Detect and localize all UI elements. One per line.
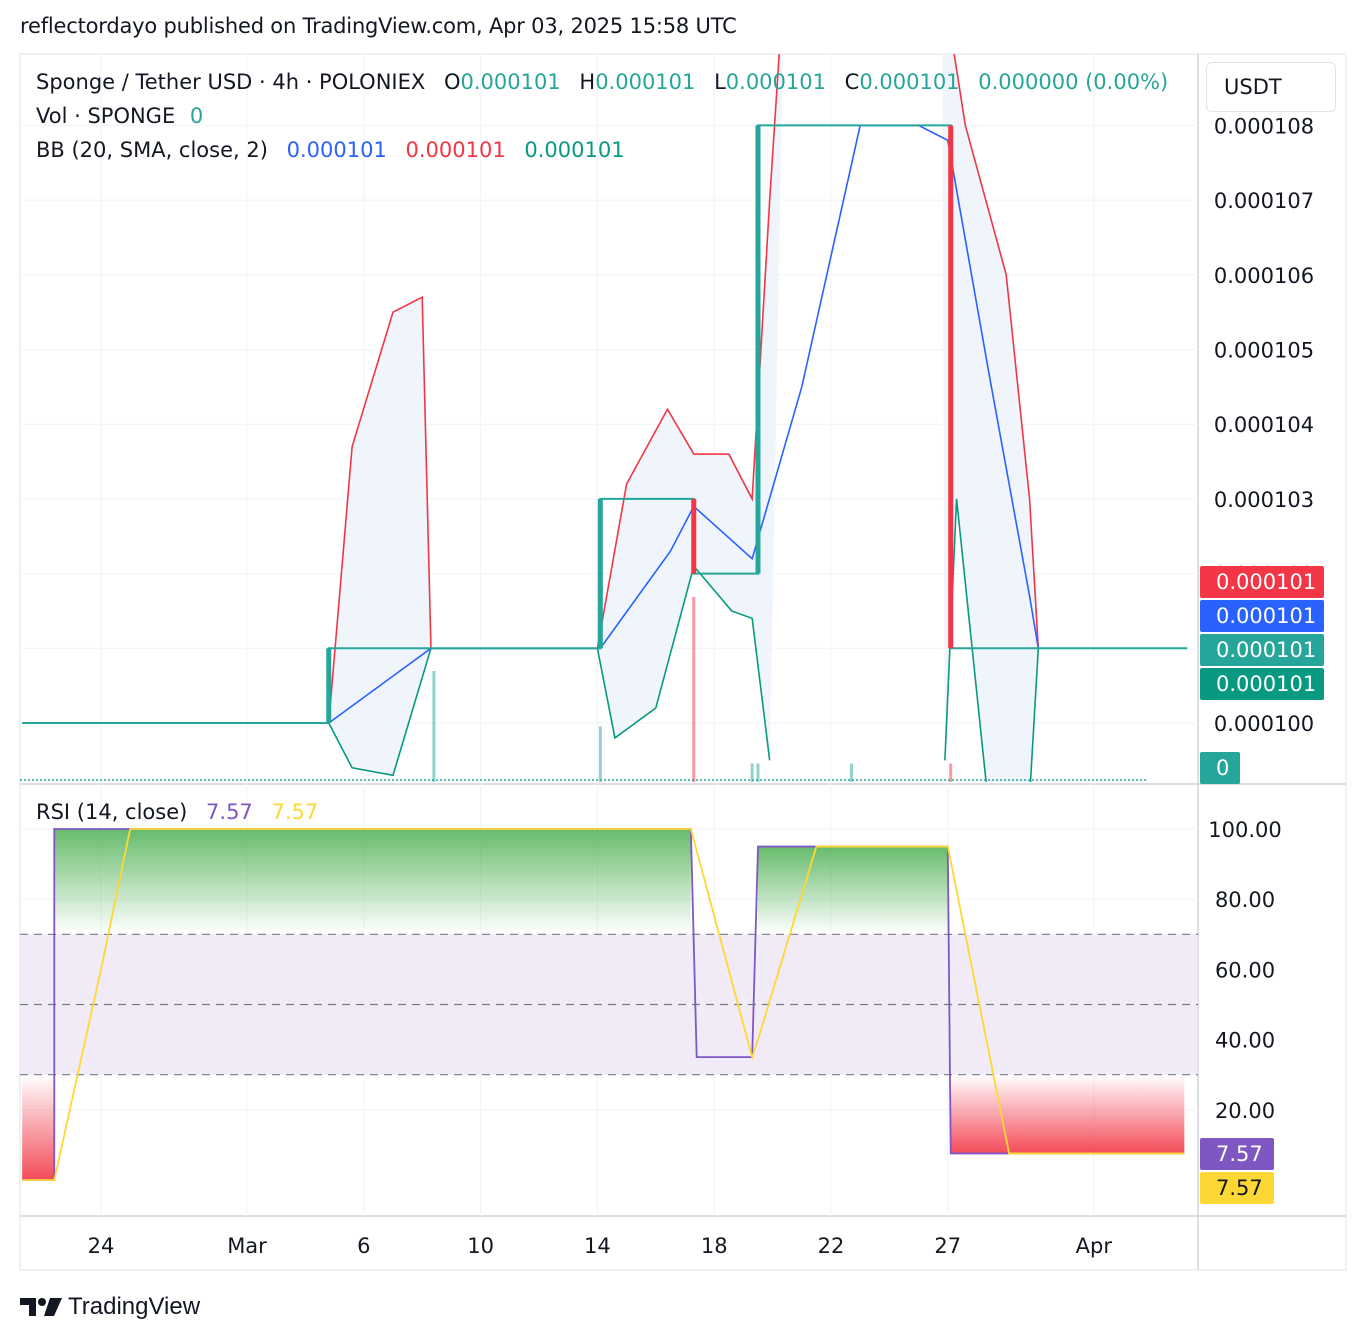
time-tick-label: Mar xyxy=(227,1234,267,1258)
footer: TradingView xyxy=(20,1290,200,1324)
time-tick-label: 27 xyxy=(934,1234,961,1258)
rsi-value-tag: 7.57 xyxy=(1200,1138,1274,1170)
candle-body[interactable] xyxy=(948,125,954,649)
publish-header: reflectordayo published on TradingView.c… xyxy=(20,14,737,38)
bb-label[interactable]: BB (20, SMA, close, 2) xyxy=(36,138,268,162)
price-tick-label: 0.000108 xyxy=(1214,114,1314,138)
rsi-pane[interactable] xyxy=(20,828,1198,1181)
bb-upper-value: 0.000101 xyxy=(405,138,506,162)
open-label: O xyxy=(443,70,461,94)
rsi-line xyxy=(22,828,1185,1181)
currency-selector[interactable]: USDT xyxy=(1206,62,1336,112)
volume-label[interactable]: Vol · SPONGE xyxy=(36,104,176,128)
volume-bar[interactable] xyxy=(432,671,436,782)
price-tick-label: 0.000100 xyxy=(1214,712,1314,736)
candle-body[interactable] xyxy=(691,498,697,574)
low-value: 0.000101 xyxy=(725,70,826,94)
volume-bar[interactable] xyxy=(756,763,760,783)
volume-value: 0 xyxy=(189,104,204,128)
close-label: C xyxy=(844,70,860,94)
open-value: 0.000101 xyxy=(460,70,561,94)
volume-price-tag: 0 xyxy=(1200,752,1240,784)
rsi-value: 7.57 xyxy=(206,800,253,824)
time-tick-label: 18 xyxy=(701,1234,728,1258)
volume-bar[interactable] xyxy=(598,726,602,783)
close-value: 0.000101 xyxy=(859,70,960,94)
price-tick-label: 0.000107 xyxy=(1214,189,1314,213)
rsi-tick-label: 60.00 xyxy=(1215,958,1275,982)
price-tick-label: 0.000106 xyxy=(1214,264,1314,288)
rsi-overbought-fill xyxy=(758,846,948,935)
symbol-title[interactable]: Sponge / Tether USD · 4h · POLONIEX xyxy=(36,70,426,94)
time-tick-label: 22 xyxy=(818,1234,845,1258)
tradingview-brand[interactable]: TradingView xyxy=(68,1293,201,1320)
candle-body[interactable] xyxy=(755,125,761,574)
change-value: 0.000000 (0.00%) xyxy=(978,70,1169,94)
ohlc-legend: Sponge / Tether USD · 4h · POLONIEX O0.0… xyxy=(36,70,1168,94)
bb-legend: BB (20, SMA, close, 2) 0.000101 0.000101… xyxy=(36,138,625,162)
bb-basis-value: 0.000101 xyxy=(286,138,387,162)
time-axis[interactable]: 24 Mar 6 10 14 18 22 27 Apr xyxy=(88,1234,1113,1258)
high-label: H xyxy=(579,70,596,94)
rsi-tick-label: 40.00 xyxy=(1215,1029,1275,1053)
time-tick-label: 6 xyxy=(357,1234,370,1258)
rsi-tick-label: 80.00 xyxy=(1215,888,1275,912)
volume-bar[interactable] xyxy=(692,597,696,782)
volume-bar[interactable] xyxy=(949,763,953,783)
candle-body[interactable] xyxy=(597,498,603,649)
bb-fill-area xyxy=(328,54,783,776)
price-tag: 0.000101 xyxy=(1200,668,1324,700)
price-tag: 0.000101 xyxy=(1200,600,1324,632)
time-tick-label: 10 xyxy=(467,1234,494,1258)
volume-bar[interactable] xyxy=(750,763,754,783)
tradingview-logo-icon[interactable] xyxy=(20,1296,62,1318)
price-tag: 0.000101 xyxy=(1200,634,1324,666)
bb-fill-area xyxy=(942,54,1039,782)
price-pane[interactable] xyxy=(20,0,1188,835)
bb-upper-line xyxy=(327,54,781,724)
rsi-oversold-fill xyxy=(22,1074,55,1180)
time-tick-label: 24 xyxy=(88,1234,115,1258)
time-tick-label: 14 xyxy=(584,1234,611,1258)
rsi-ma-line xyxy=(22,828,1185,1181)
candle-body[interactable] xyxy=(326,648,332,723)
high-value: 0.000101 xyxy=(595,70,696,94)
rsi-tick-label: 20.00 xyxy=(1215,1099,1275,1123)
rsi-ma-value: 7.57 xyxy=(271,800,319,824)
price-tick-label: 0.000103 xyxy=(1214,488,1314,512)
volume-legend: Vol · SPONGE 0 xyxy=(36,104,203,128)
rsi-label[interactable]: RSI (14, close) xyxy=(36,800,188,824)
rsi-oversold-fill xyxy=(950,1074,1185,1154)
price-tag: 0.000101 xyxy=(1200,566,1324,598)
price-tick-label: 0.000104 xyxy=(1214,413,1314,437)
rsi-axis[interactable]: 20.00 40.00 60.00 80.00 100.00 xyxy=(1208,818,1281,1123)
rsi-ma-value-tag: 7.57 xyxy=(1200,1172,1274,1204)
price-tick-label: 0.000105 xyxy=(1214,339,1314,363)
rsi-tick-label: 100.00 xyxy=(1208,818,1281,842)
chart-border xyxy=(19,53,1347,1271)
low-label: L xyxy=(714,70,726,94)
time-tick-label: Apr xyxy=(1076,1234,1113,1258)
bb-lower-line xyxy=(328,564,771,777)
bb-lower-value: 0.000101 xyxy=(524,138,625,162)
rsi-legend: RSI (14, close) 7.57 7.57 xyxy=(36,800,318,824)
bb-upper-line xyxy=(953,54,1040,649)
rsi-overbought-fill xyxy=(54,829,691,935)
volume-bar[interactable] xyxy=(849,763,853,783)
